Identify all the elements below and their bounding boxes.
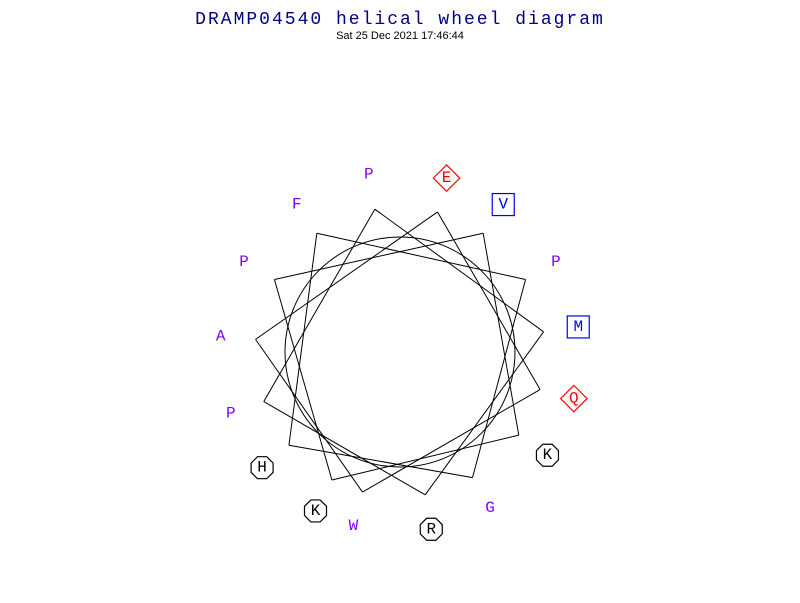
residue-label: R	[426, 520, 436, 538]
residue-label: P	[226, 405, 236, 423]
residue-label: F	[292, 196, 302, 214]
residue-label: P	[364, 166, 374, 184]
residue-K: K	[304, 500, 326, 522]
residue-Q: Q	[561, 385, 587, 411]
wheel-chord	[256, 339, 363, 492]
residue-R: R	[420, 518, 442, 540]
residue-label: K	[311, 502, 321, 520]
page-subtitle: Sat 25 Dec 2021 17:46:44	[0, 30, 800, 42]
residue-label: M	[573, 318, 583, 336]
residue-K: K	[536, 444, 558, 466]
wheel-chord	[438, 212, 541, 390]
residue-label: K	[543, 446, 553, 464]
residue-G: G	[485, 499, 495, 517]
residue-M: M	[567, 316, 589, 338]
wheel-chord	[473, 280, 526, 478]
residue-label: A	[216, 327, 226, 345]
residue-E: E	[433, 165, 459, 191]
residue-label: Q	[569, 390, 579, 408]
wheel-chord	[375, 209, 544, 332]
residue-label: G	[485, 499, 495, 517]
residue-P: P	[239, 253, 249, 271]
residue-P: P	[551, 253, 561, 271]
wheel-chord	[274, 280, 332, 481]
page-title: DRAMP04540 helical wheel diagram	[0, 0, 800, 30]
residue-label: W	[349, 517, 359, 535]
wheel-chord	[289, 445, 473, 477]
wheel-circle	[285, 237, 515, 467]
wheel-chord	[264, 209, 375, 401]
residue-label: V	[498, 196, 508, 214]
residue-W: W	[349, 517, 359, 535]
residue-V: V	[492, 194, 514, 216]
residue-A: A	[216, 327, 226, 345]
wheel-chord	[264, 402, 425, 495]
residue-P: P	[364, 166, 374, 184]
wheel-chord	[274, 233, 483, 279]
helical-wheel-diagram: E V P M Q K G R W K H P A P F P	[0, 42, 800, 602]
residue-label: P	[239, 253, 249, 271]
residue-P: P	[226, 405, 236, 423]
residue-H: H	[251, 457, 273, 479]
residue-label: H	[257, 459, 267, 477]
residue-label: P	[551, 253, 561, 271]
residue-F: F	[292, 196, 302, 214]
residue-label: E	[442, 169, 452, 187]
wheel-chord	[425, 332, 543, 495]
wheel-chord	[256, 212, 438, 339]
